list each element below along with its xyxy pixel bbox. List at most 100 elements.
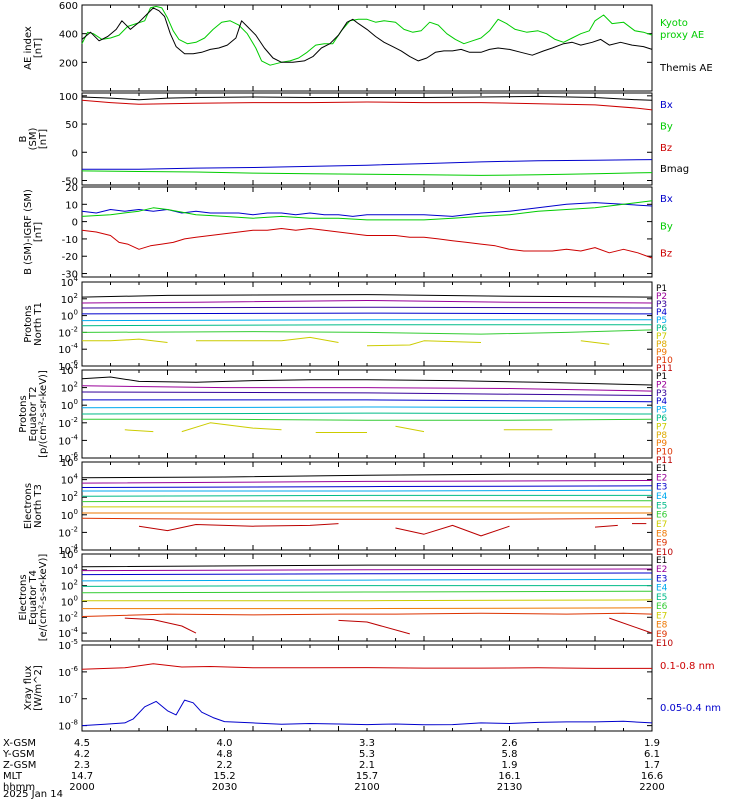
- y-axis-label: B (SM)-IGRF (SM): [23, 189, 34, 275]
- axis-row-value: 4.0: [217, 738, 233, 749]
- panel-frame: [81, 553, 653, 642]
- legend-label: E1: [656, 556, 667, 566]
- y-axis-label: [W/m^2]: [33, 665, 44, 711]
- series-line: [81, 312, 653, 315]
- axis-row-value: 2.1: [359, 760, 375, 771]
- y-tick-label: 100: [61, 398, 78, 412]
- legend-label: By: [660, 221, 673, 232]
- legend-label: E2: [656, 565, 667, 575]
- panel-frame: [81, 644, 653, 732]
- date-label: 2025 Jan 14: [3, 789, 63, 800]
- series-line: [81, 7, 653, 63]
- series-line: [81, 324, 652, 327]
- legend-label: E2: [656, 473, 667, 483]
- y-axis-label: Equator T2: [28, 387, 39, 442]
- axis-row-value: 16.6: [641, 771, 663, 782]
- axis-row-label: Z-GSM: [3, 760, 36, 771]
- series-line: [580, 340, 610, 345]
- legend-label: E1: [656, 464, 667, 474]
- y-tick-label: 106: [61, 455, 79, 469]
- legend-label: P1: [656, 284, 667, 294]
- series-line: [81, 500, 652, 503]
- axis-row-value: 2000: [69, 782, 94, 793]
- y-axis-label: (SM): [28, 128, 39, 151]
- series-line: [81, 485, 653, 488]
- y-tick-label: 200: [59, 58, 78, 69]
- legend-label: Kyoto: [660, 18, 688, 29]
- y-tick-label: -10: [62, 235, 78, 246]
- legend-label: Bz: [660, 143, 672, 154]
- series-line: [81, 306, 653, 309]
- series-line: [338, 619, 410, 635]
- y-tick-label: 10-2: [58, 325, 78, 339]
- axis-row-label: X-GSM: [3, 738, 36, 749]
- y-tick-label: 102: [61, 490, 78, 504]
- legend-label: P11: [656, 364, 673, 374]
- series-line: [81, 564, 652, 568]
- y-tick-label: -30: [62, 270, 78, 281]
- y-tick-label: 104: [61, 473, 79, 487]
- legend-label: P10: [656, 356, 673, 366]
- y-axis-label: North T3: [33, 484, 44, 528]
- legend-label: P4: [656, 308, 667, 318]
- series-line: [81, 319, 652, 322]
- legend-label: P7: [656, 422, 667, 432]
- legend-label: Bx: [660, 100, 673, 111]
- legend-label: E8: [656, 529, 668, 539]
- axis-row-label: MLT: [3, 771, 23, 782]
- legend-label: By: [660, 121, 673, 132]
- axis-row-value: 14.7: [71, 771, 93, 782]
- legend-label: E8: [656, 621, 668, 631]
- axis-row-label: hhmm: [3, 782, 35, 793]
- legend-label: E4: [656, 492, 668, 502]
- y-tick-label: 106: [61, 547, 79, 561]
- series-line: [81, 391, 653, 396]
- y-tick-label: 102: [61, 579, 78, 593]
- legend-label: Bz: [660, 249, 672, 260]
- series-line: [81, 578, 653, 582]
- legend-label: E3: [656, 483, 667, 493]
- legend-label: P3: [656, 389, 667, 399]
- y-tick-label: 100: [61, 309, 78, 323]
- series-line: [81, 99, 653, 111]
- legend-label: P1: [656, 372, 667, 382]
- axis-row-label: Y-GSM: [2, 749, 35, 760]
- legend-label: E5: [656, 501, 667, 511]
- legend-label: E7: [656, 611, 667, 621]
- legend-label: P2: [656, 380, 667, 390]
- legend-label: P5: [656, 316, 667, 326]
- y-axis-label: AE index: [23, 26, 34, 70]
- axis-row-value: 1.9: [502, 760, 518, 771]
- series-line: [81, 572, 653, 576]
- y-tick-label: 0: [72, 218, 78, 229]
- legend-label: Themis AE: [659, 63, 713, 74]
- series-line: [366, 340, 482, 347]
- legend-label: E9: [656, 539, 668, 549]
- series-line: [124, 617, 197, 634]
- axis-row-value: 2200: [639, 782, 664, 793]
- series-line: [81, 612, 653, 617]
- axis-row-value: 2100: [354, 782, 379, 793]
- series-line: [81, 568, 653, 572]
- legend-label: P3: [656, 300, 667, 310]
- legend-label: P5: [656, 406, 667, 416]
- axis-row-value: 2130: [497, 782, 522, 793]
- axis-row-value: 1.7: [644, 760, 660, 771]
- y-tick-label: 100: [59, 92, 78, 103]
- y-tick-label: 10-7: [58, 692, 78, 706]
- y-tick-label: 10-4: [58, 342, 78, 356]
- legend-label: E10: [656, 548, 673, 558]
- y-axis-label: Protons: [18, 395, 29, 432]
- series-line: [81, 5, 653, 66]
- legend-label: E7: [656, 520, 667, 530]
- series-line: [81, 663, 652, 670]
- series-line: [609, 617, 653, 634]
- y-tick-label: 100: [61, 594, 78, 608]
- y-tick-label: 10-4: [58, 433, 78, 447]
- series-line: [81, 329, 653, 335]
- legend-label: P9: [656, 439, 667, 449]
- series-line: [81, 412, 653, 415]
